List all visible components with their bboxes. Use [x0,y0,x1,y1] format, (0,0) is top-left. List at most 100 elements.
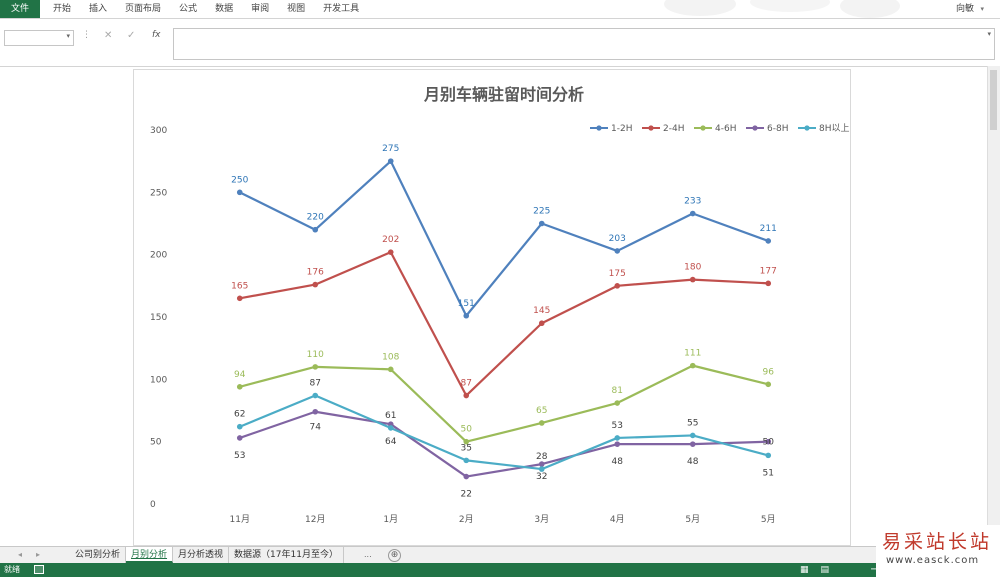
x-tick-label: 4月 [610,514,625,525]
ribbon-tab[interactable]: 开始 [53,4,72,14]
data-label: 151 [458,299,475,309]
data-label: 177 [760,266,777,276]
data-label: 145 [533,306,550,316]
data-label: 202 [382,235,399,245]
data-label: 211 [760,224,777,234]
ribbon-tab[interactable]: 视图 [287,4,306,14]
status-ready: 就绪 [4,565,20,574]
data-point [689,441,696,447]
vertical-scrollbar[interactable] [987,66,1000,546]
data-point [463,473,470,480]
legend-label: 8H以上 [819,123,850,134]
watermark-title: 易采站长站 [882,531,993,553]
ribbon-tab-list: 开始 插入 页面布局 公式 数据 审阅 视图 开发工具 [44,0,368,18]
chevron-down-icon[interactable]: ▾ [987,30,991,38]
y-tick-label: 250 [150,188,167,198]
data-point [463,457,470,464]
more-sheets-button[interactable]: ... [364,550,372,559]
name-box[interactable]: ▾ [4,30,74,46]
legend-marker [648,125,654,131]
sheet-tab[interactable]: 月别分析 [126,547,174,563]
x-tick-label: 5月 [761,514,776,525]
y-tick-label: 50 [150,438,162,448]
data-point [689,210,696,217]
data-point [538,466,545,472]
data-point [236,295,243,302]
ribbon-tab[interactable]: 审阅 [251,4,270,14]
scrollbar-thumb[interactable] [990,70,997,130]
sheet-tab[interactable]: 月分析透视 [173,547,230,563]
formula-bar-grip-icon[interactable]: ⋮ [82,30,91,40]
sheet-tab[interactable]: 公司别分析 [70,547,127,563]
watermark-url: www.easck.com [886,555,980,566]
data-point [463,392,470,399]
ribbon-tab[interactable]: 开发工具 [323,4,360,14]
next-sheet-icon[interactable]: ▸ [36,550,41,559]
data-label: 74 [310,423,322,433]
legend-marker [752,125,758,131]
normal-view-icon[interactable]: ▦ [800,565,809,575]
data-label: 176 [307,268,324,278]
data-label: 53 [234,451,245,461]
legend-label: 2-4H [663,124,684,134]
series-line [239,410,769,478]
y-tick-label: 300 [150,126,167,136]
x-tick-label: 12月 [305,514,325,525]
formula-input[interactable]: ▾ [173,28,995,60]
data-label: 53 [612,421,623,431]
data-point [312,364,319,370]
data-label: 94 [234,370,246,380]
data-label: 220 [307,213,324,223]
data-label: 51 [763,468,774,478]
data-label: 203 [609,234,626,244]
data-point [236,423,243,430]
data-point [387,158,394,164]
data-label: 64 [385,437,397,447]
x-tick-label: 11月 [230,514,250,525]
data-point [765,452,772,459]
data-label: 50 [461,425,473,435]
zoom-out-icon[interactable]: − [870,564,879,575]
x-tick-label: 2月 [459,514,474,525]
add-sheet-button[interactable]: ⊕ [388,549,401,562]
data-point [765,238,772,244]
cancel-icon[interactable]: ✕ [104,30,113,41]
legend-marker [596,125,602,131]
chevron-down-icon[interactable]: ▾ [980,5,984,13]
tab-file[interactable]: 文件 [0,0,40,18]
ribbon-tab[interactable]: 插入 [89,4,108,14]
ribbon-tab[interactable]: 数据 [215,4,234,14]
data-label: 180 [684,263,701,273]
view-switcher: ▦ ▤ [800,563,829,577]
legend-marker [700,125,706,131]
chart-svg: 月别车辆驻留时间分析 0 50 100 150 200 250 300 11月 12月 1月 2月 3月… [150,85,850,525]
user-name[interactable]: 向敏 [955,4,974,14]
data-label: 96 [763,367,775,377]
data-point [538,461,545,467]
data-label: 65 [536,406,547,416]
data-label: 28 [536,452,548,462]
data-label: 165 [231,281,248,291]
data-point [236,189,243,196]
chevron-down-icon[interactable]: ▾ [66,32,70,40]
legend-label: 4-6H [715,124,736,134]
prev-sheet-icon[interactable]: ◂ [18,550,23,559]
data-label: 22 [461,490,472,500]
data-label: 48 [687,457,699,467]
sheet-tab[interactable]: 数据源（17年11月至今） [229,547,344,563]
data-point [387,366,394,373]
data-point [765,438,772,445]
ribbon-tab[interactable]: 页面布局 [125,4,162,14]
page-layout-view-icon[interactable]: ▤ [820,565,830,575]
legend-marker [804,125,810,131]
ribbon-tab[interactable]: 公式 [179,4,198,14]
data-point [538,320,545,327]
enter-icon[interactable]: ✓ [127,30,136,41]
data-point [614,441,621,447]
data-point [538,420,545,426]
line-chart[interactable]: 月别车辆驻留时间分析 0 50 100 150 200 250 300 11月 12月 1月 2月 3月… [133,69,851,546]
ribbon-tabs: 文件 开始 插入 页面布局 公式 数据 审阅 视图 开发工具 向敏 ▾ [0,0,1000,19]
insert-function-icon[interactable]: fx [152,30,161,40]
data-label: 233 [684,197,701,207]
macro-record-icon[interactable] [34,565,44,574]
